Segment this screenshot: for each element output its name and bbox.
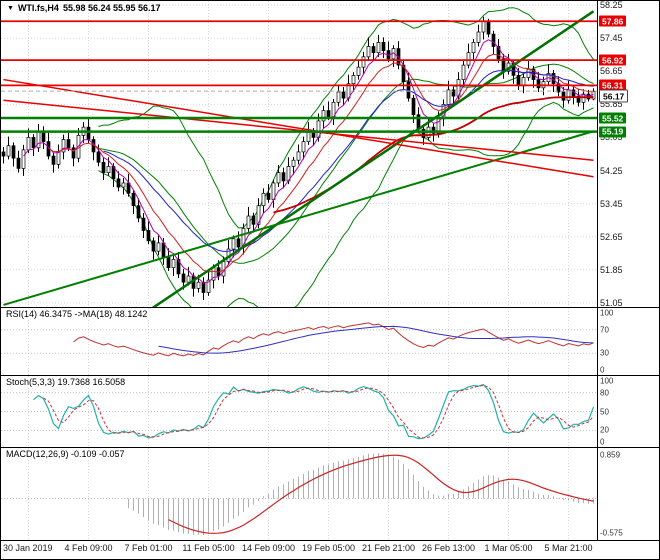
price-axis-label: 57.45 [600, 33, 623, 44]
time-axis-label: 11 Feb 05:00 [182, 543, 235, 553]
price-level-badge: 55.52 [599, 112, 627, 124]
macd-panel: 0.859 -0.575 MACD(12,26,9) -0.109 -0.057 [1, 448, 659, 540]
price-level-badge: 56.31 [599, 79, 627, 91]
price-level-badge: 56.17 [599, 89, 629, 103]
stochastic-panel: 100 80 50 20 0 Stoch(5,3,3) 19.7368 16.5058 [1, 376, 659, 447]
stochastic-axis-label: 20 [600, 425, 609, 435]
price-level-badge: 55.19 [599, 126, 627, 138]
chart-symbol: WTI.fs,H4 [17, 3, 59, 13]
rsi-label: RSI(14) 46.3475 ->MA(18) 48.1242 [4, 309, 150, 319]
macd-canvas[interactable] [1, 448, 597, 540]
stochastic-axis-label: 50 [600, 407, 609, 416]
time-axis-label: 5 Mar 21:00 [544, 543, 593, 553]
macd-axis-label: -0.575 [600, 528, 623, 538]
time-axis-label: 30 Jan 2019 [3, 543, 53, 553]
price-axis-label: 53.45 [600, 198, 623, 209]
rsi-axis-label: 70 [600, 325, 609, 335]
price-panel: 58.25 57.45 56.65 55.85 55.05 54.25 53.45 52.65… [1, 1, 659, 307]
macd-axis[interactable]: 0.859 -0.575 [597, 448, 659, 540]
rsi-axis-label: 0 [600, 365, 605, 375]
panel-divider[interactable] [1, 307, 659, 308]
rsi-axis[interactable]: 100 70 30 0 [597, 308, 659, 375]
time-axis-label: 21 Feb 21:00 [361, 543, 416, 553]
stochastic-axis-label: 80 [600, 388, 609, 398]
time-axis-label: 14 Feb 09:00 [241, 543, 296, 553]
price-axis-label: 55.85 [600, 99, 623, 110]
price-level-badge: 57.86 [599, 15, 627, 27]
price-axis-label: 55.05 [600, 132, 623, 143]
time-axis[interactable]: 30 Jan 2019 4 Feb 09:00 7 Feb 01:00 11 Feb … [1, 541, 659, 559]
price-level-badge: 56.92 [599, 54, 627, 66]
time-axis-label: 7 Feb 01:00 [124, 543, 173, 553]
panel-divider[interactable] [1, 447, 659, 448]
price-axis[interactable]: 58.25 57.45 56.65 55.85 55.05 54.25 53.45 52.65… [597, 1, 659, 307]
price-axis-label: 51.05 [600, 297, 623, 307]
rsi-panel: 100 70 30 0 RSI(14) 46.3475 ->MA(18) 48.124… [1, 308, 659, 375]
stochastic-canvas[interactable] [1, 376, 597, 447]
rsi-axis-label: 100 [600, 308, 614, 318]
stochastic-axis-label: 0 [600, 437, 605, 447]
macd-axis-label: 0.859 [600, 450, 621, 460]
panel-divider[interactable] [1, 375, 659, 376]
time-axis-label: 19 Feb 05:00 [301, 543, 356, 553]
chart-title: ▼ WTI.fs,H4 55.98 56.24 55.95 56.17 [5, 3, 163, 13]
price-axis-label: 51.85 [600, 264, 623, 275]
time-axis-label: 1 Mar 05:00 [484, 543, 533, 553]
price-axis-label: 56.65 [600, 66, 623, 77]
chart-marker-icon: ▼ [7, 4, 14, 12]
stochastic-label: Stoch(5,3,3) 19.7368 16.5058 [4, 377, 128, 387]
macd-label: MACD(12,26,9) -0.109 -0.057 [4, 449, 127, 459]
price-chart-canvas[interactable] [1, 1, 597, 307]
price-axis-label: 58.25 [600, 1, 623, 11]
rsi-axis-label: 30 [600, 348, 609, 358]
rsi-canvas[interactable] [1, 308, 597, 375]
chart-ohlc-values: 55.98 56.24 55.95 56.17 [62, 3, 161, 13]
price-axis-label: 52.65 [600, 231, 623, 242]
time-axis-label: 4 Feb 09:00 [64, 543, 113, 553]
time-axis-label: 26 Feb 13:00 [421, 543, 476, 553]
price-axis-label: 54.25 [600, 165, 623, 176]
panel-divider [1, 540, 659, 541]
stochastic-axis[interactable]: 100 80 50 20 0 [597, 376, 659, 447]
stochastic-axis-label: 100 [600, 376, 614, 386]
